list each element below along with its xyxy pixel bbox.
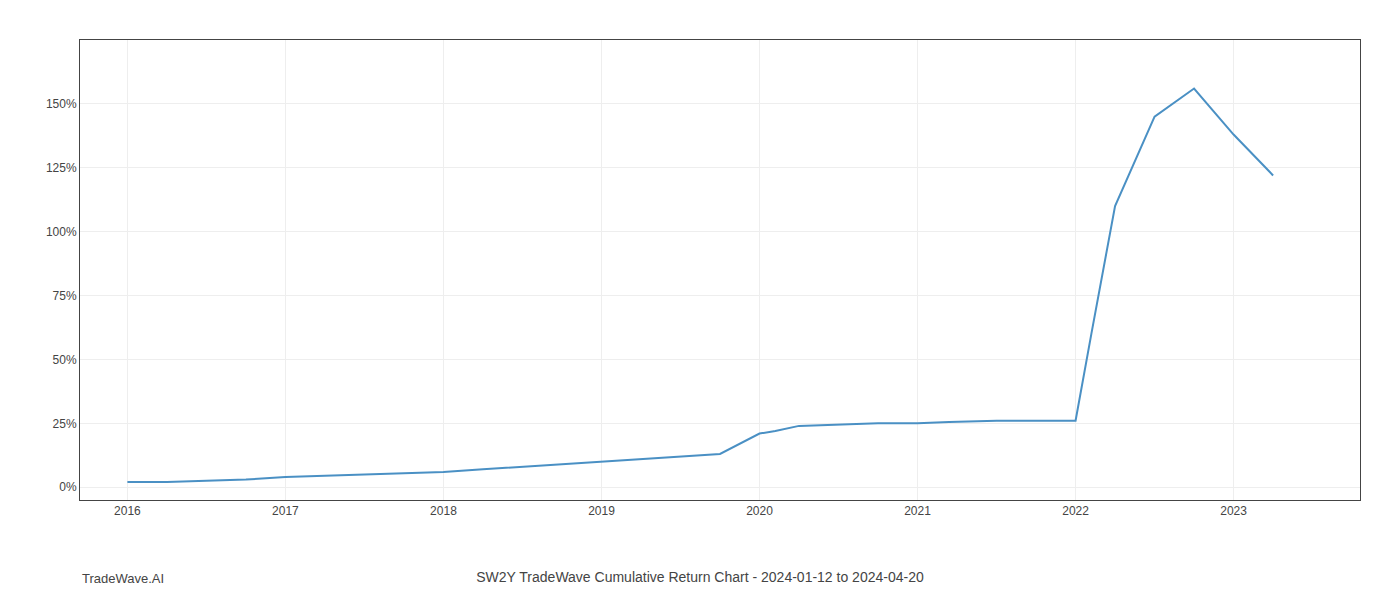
svg-text:25%: 25%: [53, 417, 77, 431]
svg-text:2022: 2022: [1062, 504, 1089, 518]
svg-text:2023: 2023: [1220, 504, 1247, 518]
svg-text:2020: 2020: [746, 504, 773, 518]
svg-text:125%: 125%: [46, 161, 77, 175]
svg-text:SW2Y TradeWave Cumulative Retu: SW2Y TradeWave Cumulative Return Chart -…: [476, 569, 924, 585]
svg-text:2017: 2017: [272, 504, 299, 518]
svg-text:75%: 75%: [53, 289, 77, 303]
svg-text:50%: 50%: [53, 353, 77, 367]
svg-text:150%: 150%: [46, 97, 77, 111]
svg-text:2021: 2021: [904, 504, 931, 518]
svg-text:2016: 2016: [114, 504, 141, 518]
svg-text:TradeWave.AI: TradeWave.AI: [82, 571, 164, 586]
svg-text:2019: 2019: [588, 504, 615, 518]
svg-text:2018: 2018: [430, 504, 457, 518]
svg-text:0%: 0%: [59, 480, 77, 494]
svg-text:100%: 100%: [46, 225, 77, 239]
